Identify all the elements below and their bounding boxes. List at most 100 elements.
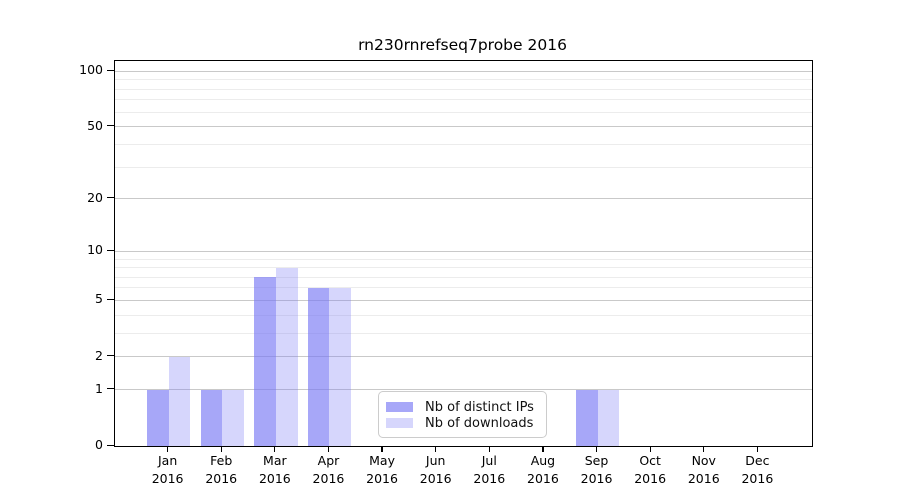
x-tick-month: Oct bbox=[639, 453, 661, 468]
minor-gridline bbox=[115, 99, 812, 101]
x-tick-mark bbox=[435, 446, 437, 452]
x-tick-year: 2016 bbox=[527, 470, 559, 486]
legend-label-downloads: Nb of downloads bbox=[425, 415, 534, 431]
x-tick-month: May bbox=[369, 453, 395, 468]
major-gridline bbox=[115, 299, 812, 301]
y-tick-mark bbox=[107, 249, 114, 251]
x-tick-label-jan: Jan 2016 bbox=[136, 452, 200, 487]
bar-feb-distinct-ips bbox=[200, 389, 223, 446]
x-tick-mark bbox=[381, 446, 383, 452]
x-tick-year: 2016 bbox=[473, 470, 506, 486]
x-tick-year: 2016 bbox=[258, 470, 291, 486]
bar-apr-downloads bbox=[329, 287, 352, 446]
bar-sep-downloads bbox=[597, 389, 620, 446]
x-tick-label-sep: Sep 2016 bbox=[565, 452, 629, 487]
y-tick-label-10: 10 bbox=[87, 242, 103, 258]
x-tick-year: 2016 bbox=[205, 470, 238, 486]
x-tick-month: Apr bbox=[317, 453, 340, 468]
bar-jan-distinct-ips bbox=[146, 389, 169, 446]
x-tick-label-may: May 2016 bbox=[350, 452, 414, 487]
major-gridline bbox=[115, 356, 812, 358]
x-tick-label-aug: Aug 2016 bbox=[511, 452, 575, 487]
minor-gridline bbox=[115, 287, 812, 289]
x-tick-label-nov: Nov 2016 bbox=[672, 452, 736, 487]
y-tick-mark bbox=[107, 298, 114, 301]
x-tick-mark bbox=[756, 446, 758, 452]
legend: Nb of distinct IPs Nb of downloads bbox=[378, 391, 547, 438]
minor-gridline bbox=[115, 314, 812, 316]
major-gridline bbox=[115, 389, 812, 391]
x-tick-year: 2016 bbox=[687, 470, 720, 486]
y-tick-mark bbox=[107, 355, 114, 357]
x-tick-month: Dec bbox=[745, 453, 770, 468]
x-tick-label-mar: Mar 2016 bbox=[243, 452, 307, 487]
x-tick-year: 2016 bbox=[634, 470, 667, 486]
plot-area bbox=[114, 60, 813, 447]
x-tick-mark bbox=[488, 446, 490, 452]
major-gridline bbox=[115, 250, 812, 252]
minor-gridline bbox=[115, 166, 812, 168]
x-tick-mark bbox=[542, 446, 544, 452]
x-tick-month: Jan bbox=[157, 453, 178, 468]
y-tick-mark bbox=[107, 69, 114, 71]
y-tick-mark bbox=[107, 125, 114, 127]
x-tick-mark bbox=[649, 446, 651, 452]
y-tick-mark bbox=[107, 197, 114, 199]
y-tick-label-0: 0 bbox=[95, 437, 103, 452]
x-tick-month: Jul bbox=[481, 453, 497, 468]
major-gridline bbox=[115, 70, 812, 72]
x-tick-year: 2016 bbox=[580, 470, 613, 486]
x-tick-mark bbox=[703, 446, 705, 452]
x-tick-mark bbox=[327, 446, 330, 452]
y-tick-label-5: 5 bbox=[95, 291, 103, 307]
minor-gridline bbox=[115, 276, 812, 278]
legend-item-downloads: Nb of downloads bbox=[386, 415, 538, 431]
x-tick-year: 2016 bbox=[312, 470, 345, 486]
x-tick-month: Feb bbox=[210, 453, 233, 468]
legend-item-distinct-ips: Nb of distinct IPs bbox=[386, 399, 538, 415]
x-tick-mark bbox=[167, 446, 169, 452]
legend-label-distinct-ips: Nb of distinct IPs bbox=[425, 399, 534, 415]
minor-gridline bbox=[115, 258, 812, 260]
x-tick-label-jul: Jul 2016 bbox=[457, 452, 521, 487]
x-tick-month: Nov bbox=[691, 453, 716, 468]
x-tick-year: 2016 bbox=[741, 470, 774, 486]
x-tick-label-dec: Dec 2016 bbox=[725, 452, 789, 487]
minor-gridline bbox=[115, 88, 812, 90]
x-tick-year: 2016 bbox=[366, 470, 398, 486]
major-gridline bbox=[115, 126, 812, 128]
x-tick-month: Jun bbox=[425, 453, 446, 468]
x-tick-label-oct: Oct 2016 bbox=[618, 452, 682, 487]
bar-sep-distinct-ips bbox=[575, 389, 598, 446]
y-tick-mark bbox=[107, 444, 114, 446]
chart-title: rn230rnrefseq7probe 2016 bbox=[358, 36, 567, 54]
x-tick-label-feb: Feb 2016 bbox=[189, 452, 253, 487]
x-tick-mark bbox=[274, 446, 276, 452]
bar-apr-distinct-ips bbox=[307, 287, 330, 446]
bar-mar-downloads bbox=[275, 267, 298, 446]
x-tick-year: 2016 bbox=[419, 470, 452, 486]
x-tick-month: Aug bbox=[530, 453, 556, 468]
y-tick-label-1: 1 bbox=[95, 380, 103, 396]
x-tick-year: 2016 bbox=[151, 470, 184, 486]
y-tick-mark bbox=[107, 388, 114, 390]
major-gridline bbox=[115, 198, 812, 200]
y-tick-label-100: 100 bbox=[79, 62, 103, 78]
x-tick-label-jun: Jun 2016 bbox=[404, 452, 468, 487]
bar-feb-downloads bbox=[222, 389, 244, 446]
legend-swatch-distinct-ips bbox=[386, 402, 413, 412]
bar-mar-distinct-ips bbox=[254, 277, 276, 446]
minor-gridline bbox=[115, 143, 812, 145]
minor-gridline bbox=[115, 332, 812, 334]
minor-gridline bbox=[115, 79, 812, 81]
y-tick-label-20: 20 bbox=[87, 189, 103, 205]
y-tick-label-2: 2 bbox=[95, 347, 103, 363]
bar-jan-downloads bbox=[168, 356, 191, 446]
y-tick-label-50: 50 bbox=[87, 117, 103, 133]
minor-gridline bbox=[115, 267, 812, 269]
x-tick-label-apr: Apr 2016 bbox=[296, 452, 360, 487]
x-tick-mark bbox=[220, 446, 222, 452]
x-tick-month: Sep bbox=[584, 453, 609, 468]
minor-gridline bbox=[115, 111, 812, 113]
